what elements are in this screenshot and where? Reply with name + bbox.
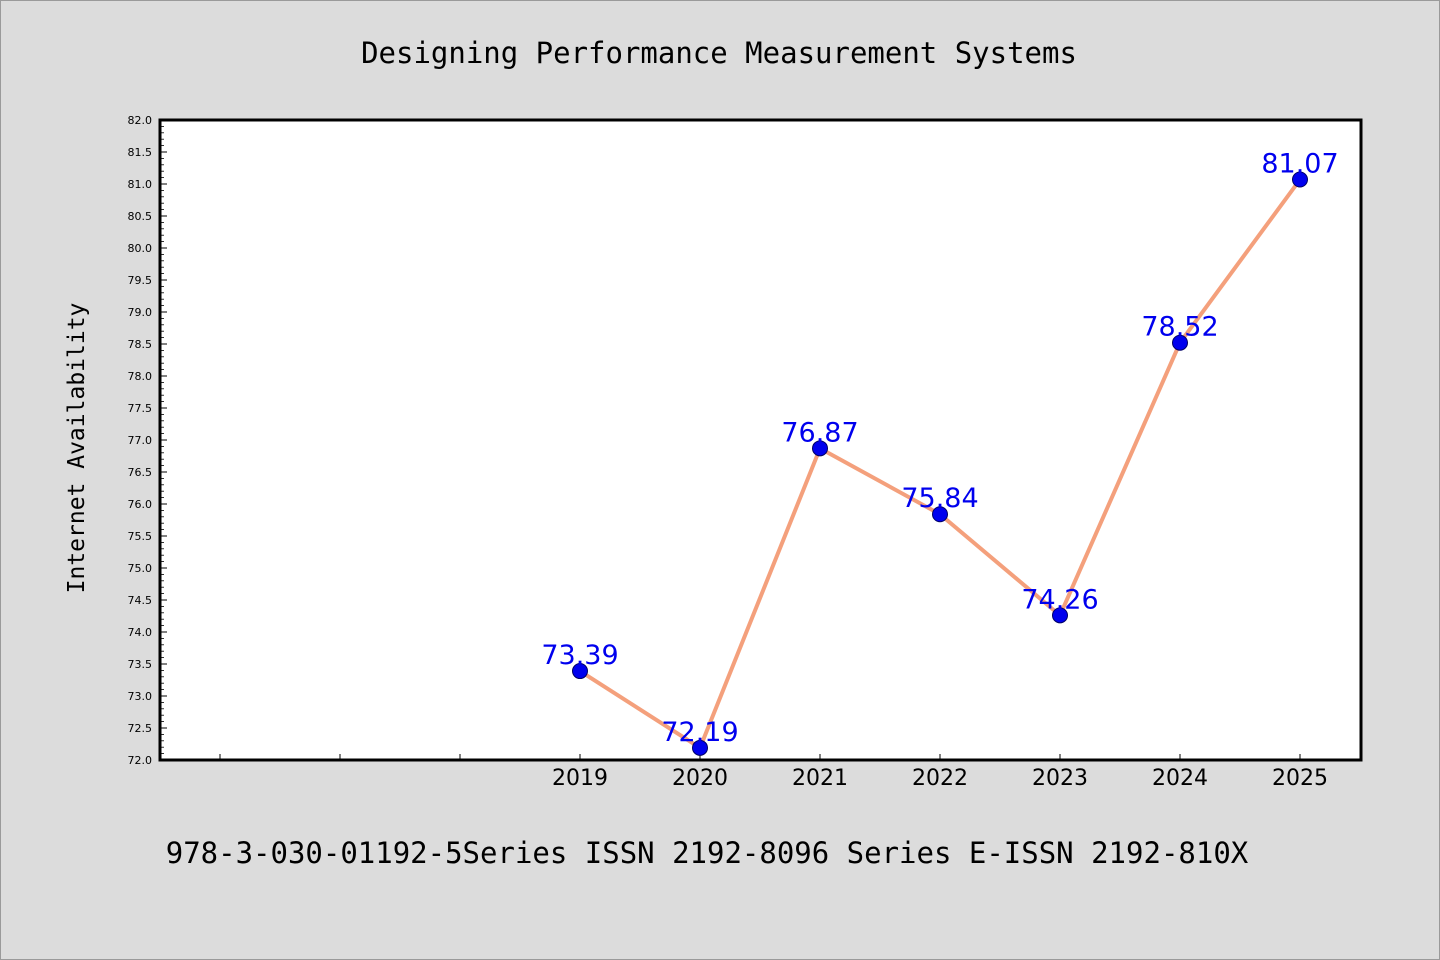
- y-tick-label: 73.5: [128, 658, 153, 671]
- plot-area: [158, 118, 1363, 762]
- y-tick-label: 78.5: [128, 338, 153, 351]
- y-tick-label: 79.0: [128, 306, 153, 319]
- series-layer: 73.39 72.19 76.87 75.84 74.26 78.52 81.07: [541, 149, 1339, 756]
- y-tick-label: 77.0: [128, 434, 153, 447]
- y-tick-label: 78.0: [128, 370, 153, 383]
- y-tick-label: 82.0: [128, 114, 153, 127]
- y-tick-label: 72.5: [128, 722, 153, 735]
- data-point: [1052, 607, 1068, 624]
- footer-text: 978-3-030-01192-5Series ISSN 2192-8096 S…: [166, 836, 1249, 870]
- y-tick-label: 81.5: [128, 146, 153, 159]
- data-point: [932, 506, 948, 523]
- y-axis-label: Internet Availability: [64, 303, 90, 594]
- y-tick-label: 76.0: [128, 498, 153, 511]
- x-tick-label: 2021: [792, 766, 848, 791]
- y-tick-label: 75.0: [128, 562, 153, 575]
- x-tick-label: 2025: [1272, 766, 1328, 791]
- data-point: [812, 440, 828, 457]
- data-point: [692, 739, 708, 756]
- x-tick-label: 2019: [552, 766, 608, 791]
- y-tick-label: 80.5: [128, 210, 153, 223]
- y-tick-label: 79.5: [128, 274, 153, 287]
- x-axis-ticks: 2019 2020 2021 2022 2023 2024 2025: [219, 754, 1328, 791]
- x-tick-label: 2023: [1032, 766, 1088, 791]
- y-tick-label: 80.0: [128, 242, 153, 255]
- data-label: 74.26: [1021, 584, 1098, 615]
- chart-title: Designing Performance Measurement System…: [361, 36, 1077, 70]
- data-label: 81.07: [1261, 149, 1338, 180]
- x-tick-label: 2020: [672, 766, 728, 791]
- y-tick-label: 81.0: [128, 178, 153, 191]
- y-tick-label: 73.0: [128, 690, 153, 703]
- y-tick-label: 75.5: [128, 530, 153, 543]
- data-point: [1172, 334, 1188, 351]
- x-tick-label: 2022: [912, 766, 968, 791]
- y-tick-label: 76.5: [128, 466, 153, 479]
- data-label: 72.19: [661, 717, 738, 748]
- y-tick-label: 74.5: [128, 594, 153, 607]
- x-tick-label: 2024: [1152, 766, 1208, 791]
- y-tick-label: 74.0: [128, 626, 153, 639]
- data-label: 78.52: [1141, 312, 1218, 343]
- data-point: [572, 663, 588, 680]
- y-axis-ticks: 72.0 72.5 73.0 73.5 74.0 74.5 75.0 75.5 76.0 76.5…: [128, 114, 167, 767]
- y-tick-label: 77.5: [128, 402, 153, 415]
- data-label: 75.84: [901, 483, 978, 514]
- data-label: 76.87: [781, 417, 858, 448]
- data-point: [1292, 171, 1308, 188]
- y-tick-label: 72.0: [128, 754, 153, 767]
- data-label: 73.39: [541, 640, 618, 671]
